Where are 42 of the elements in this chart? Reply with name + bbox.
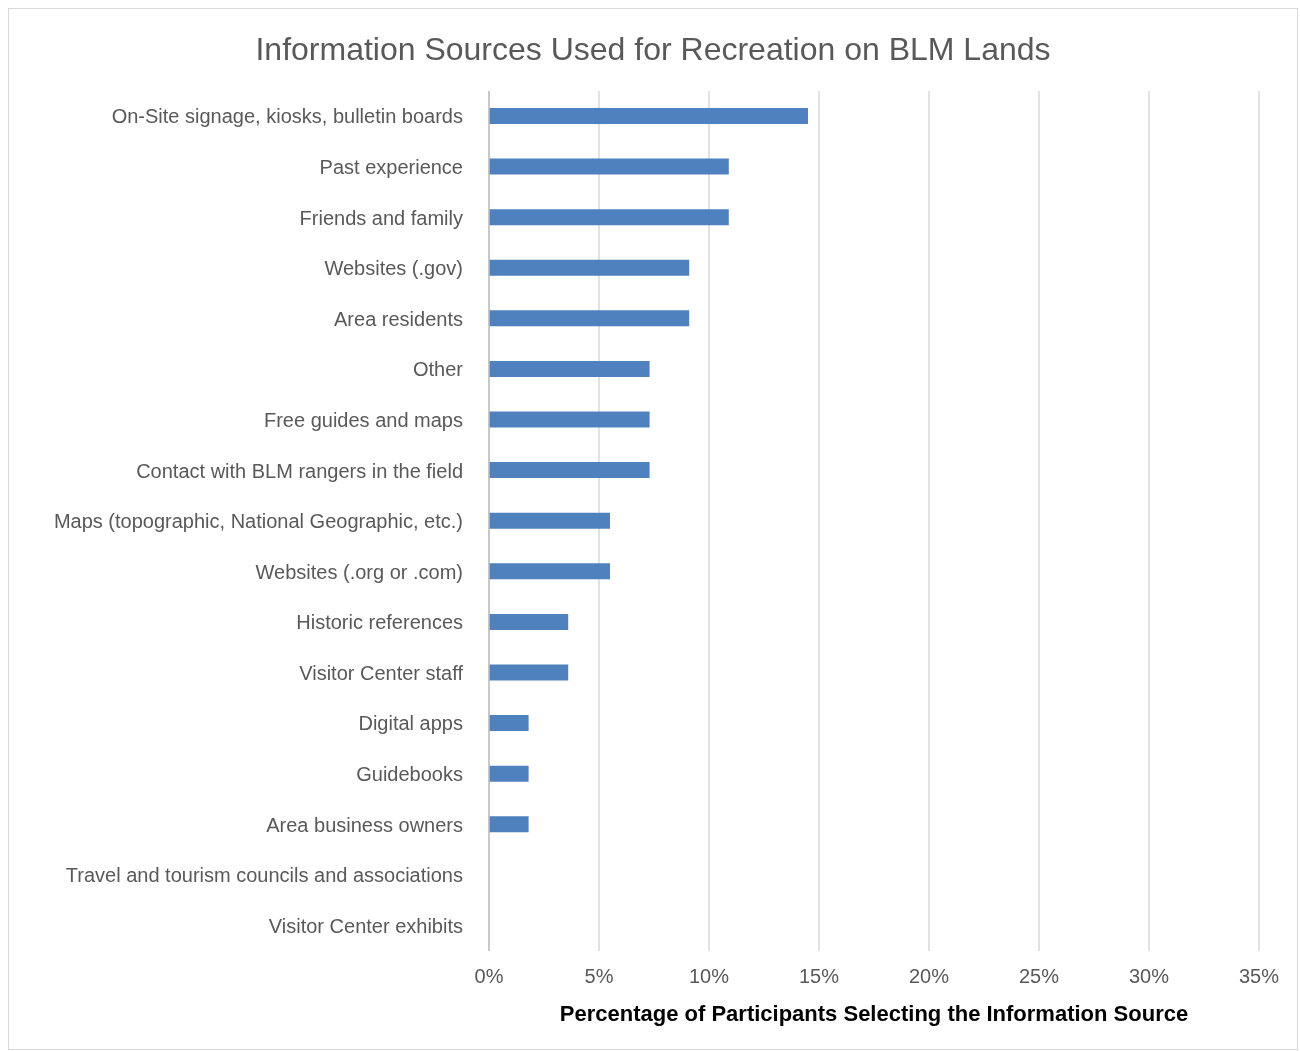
- bar: [489, 259, 690, 276]
- y-tick-label: Visitor Center exhibits: [268, 914, 463, 937]
- y-tick-label: On-Site signage, kiosks, bulletin boards: [111, 105, 463, 128]
- bar: [489, 209, 729, 226]
- x-tick-label: 35%: [1238, 965, 1280, 988]
- bar: [489, 108, 808, 124]
- x-tick-label: 0%: [474, 965, 504, 988]
- x-tick-label: 30%: [1128, 965, 1170, 988]
- y-tick-label: Past experience: [319, 155, 463, 178]
- y-tick-label: Guidebooks: [356, 763, 463, 786]
- y-tick-label: Travel and tourism councils and associations: [65, 864, 463, 887]
- bar: [489, 411, 650, 428]
- bar: [489, 816, 529, 833]
- y-tick-label: Visitor Center staff: [299, 661, 464, 684]
- x-tick-label: 10%: [688, 965, 730, 988]
- y-tick-label: Websites (.org or .com): [255, 560, 463, 583]
- y-tick-label: Other: [412, 358, 464, 381]
- bar: [489, 563, 610, 580]
- y-tick-label: Maps (topographic, National Geographic, etc.): [53, 510, 463, 533]
- bar: [489, 512, 610, 529]
- y-tick-label: Contact with BLM rangers in the field: [136, 459, 463, 482]
- x-tick-label: 5%: [584, 965, 614, 988]
- y-tick-label: Friends and family: [299, 206, 463, 229]
- y-tick-label: Digital apps: [358, 712, 463, 735]
- x-tick-label: 20%: [908, 965, 950, 988]
- x-tick-label: 25%: [1018, 965, 1060, 988]
- bar: [489, 310, 690, 327]
- y-tick-label: Free guides and maps: [263, 408, 463, 431]
- bar: [489, 765, 529, 782]
- bar: [489, 360, 650, 377]
- x-tick-label: 15%: [798, 965, 840, 988]
- x-axis-title: Percentage of Participants Selecting the Information Source: [559, 1001, 1189, 1026]
- bar: [489, 613, 569, 630]
- bar: [489, 462, 650, 479]
- bar: [489, 664, 569, 681]
- y-tick-label: Area business owners: [266, 813, 463, 836]
- y-tick-label: Websites (.gov): [324, 257, 463, 280]
- chart-title: Information Sources Used for Recreation on BLM Lands: [254, 31, 1052, 69]
- bar: [489, 158, 729, 175]
- y-tick-label: Area residents: [334, 307, 463, 330]
- y-tick-label: Historic references: [296, 611, 463, 634]
- bar: [489, 715, 529, 732]
